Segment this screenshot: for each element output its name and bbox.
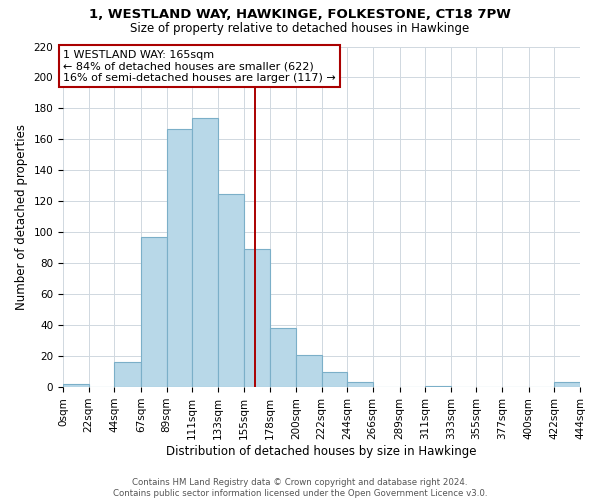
- Bar: [270, 328, 296, 387]
- Bar: [167, 128, 192, 387]
- Text: Contains HM Land Registry data © Crown copyright and database right 2024.
Contai: Contains HM Land Registry data © Crown c…: [113, 478, 487, 498]
- Bar: [63, 384, 89, 387]
- Bar: [347, 382, 373, 387]
- Bar: [296, 354, 322, 387]
- Text: Size of property relative to detached houses in Hawkinge: Size of property relative to detached ho…: [130, 22, 470, 35]
- Text: 1, WESTLAND WAY, HAWKINGE, FOLKESTONE, CT18 7PW: 1, WESTLAND WAY, HAWKINGE, FOLKESTONE, C…: [89, 8, 511, 20]
- Bar: [554, 382, 580, 387]
- Bar: [141, 237, 167, 387]
- Bar: [244, 250, 270, 387]
- Bar: [218, 194, 244, 387]
- Y-axis label: Number of detached properties: Number of detached properties: [15, 124, 28, 310]
- Text: 1 WESTLAND WAY: 165sqm
← 84% of detached houses are smaller (622)
16% of semi-de: 1 WESTLAND WAY: 165sqm ← 84% of detached…: [63, 50, 336, 83]
- Bar: [322, 372, 347, 387]
- Bar: [114, 362, 141, 387]
- X-axis label: Distribution of detached houses by size in Hawkinge: Distribution of detached houses by size …: [166, 444, 477, 458]
- Bar: [425, 386, 451, 387]
- Bar: [192, 118, 218, 387]
